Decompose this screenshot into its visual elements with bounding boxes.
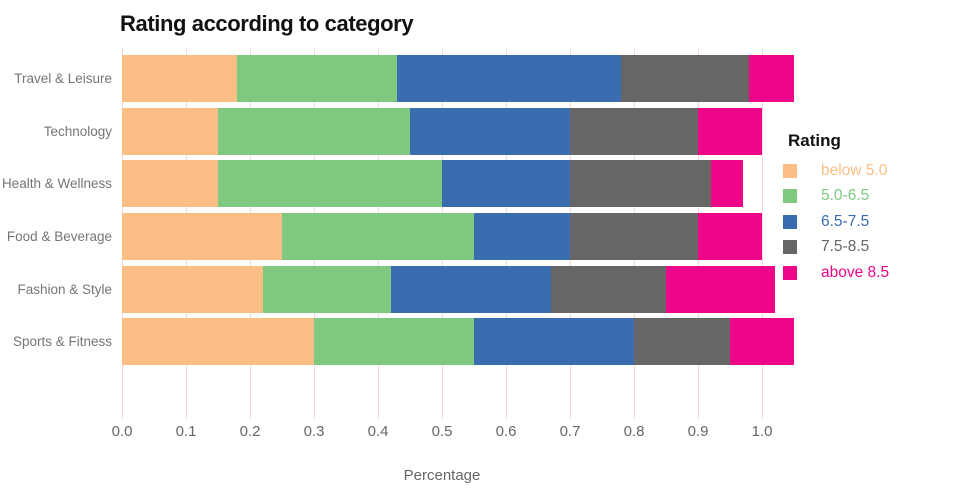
bar-segment (122, 107, 218, 155)
bar-segment (550, 265, 666, 313)
legend-item-label: above 8.5 (821, 263, 890, 281)
bar-segment (122, 55, 238, 102)
chart-title: Rating according to category (120, 11, 414, 36)
category-label: Travel & Leisure (14, 71, 112, 86)
legend-swatch (783, 189, 797, 204)
x-tick-label: 0.1 (175, 423, 197, 440)
bar-segment (262, 265, 391, 313)
legend-item-label: 5.0-6.5 (821, 187, 870, 205)
category-label: Food & Beverage (6, 228, 112, 244)
bar-segment (621, 55, 750, 102)
bar-segment (390, 265, 551, 313)
bar-segment (442, 160, 570, 208)
bar-segment (570, 212, 698, 260)
gridline (762, 48, 763, 418)
bar-segment (218, 107, 410, 155)
bar-segment (666, 265, 775, 313)
bar-segment (237, 55, 398, 102)
category-label: Fashion & Style (17, 281, 112, 297)
legend-item-label: below 5.0 (821, 162, 888, 179)
bar-segment (122, 265, 263, 313)
category-label: Health & Wellness (1, 176, 112, 192)
bar-segment (730, 318, 794, 366)
bar-segment (698, 107, 762, 155)
legend-items: below 5.0 5.0-6.5 6.5-7.5 7.5-8.5 above 8.5 (779, 158, 960, 285)
x-tick-label: 0.4 (367, 423, 389, 440)
legend-item: 7.5-8.5 (779, 234, 960, 259)
legend-swatch (783, 265, 797, 280)
x-tick-label: 1.0 (751, 423, 773, 440)
x-tick-label: 0.3 (303, 423, 325, 440)
bar-segment (122, 212, 282, 260)
x-tick-label: 0.7 (559, 423, 581, 440)
category-label: Technology (43, 123, 112, 139)
bar-segment (698, 212, 762, 260)
bar-segment (282, 212, 474, 260)
bar-segment (474, 212, 570, 260)
bar-segment (122, 318, 314, 366)
bar-segment (314, 318, 474, 366)
x-tick-label: 0.2 (239, 423, 261, 440)
legend-item: above 8.5 (779, 260, 960, 285)
bar-segment (122, 160, 218, 208)
bar-segment (634, 318, 730, 366)
legend-swatch (783, 164, 797, 178)
bar-segment (397, 55, 622, 102)
bar-segment (570, 107, 698, 155)
x-tick-label: 0.5 (431, 423, 453, 440)
legend-item-label: 7.5-8.5 (821, 238, 870, 256)
x-tick-label: 0.8 (623, 423, 645, 440)
bar-segment (710, 160, 743, 208)
legend-item: 5.0-6.5 (779, 183, 960, 208)
category-label: Sports & Fitness (12, 334, 112, 350)
bar-segment (410, 107, 570, 155)
x-tick-label: 0.0 (111, 423, 133, 440)
legend-item-label: 6.5-7.5 (821, 212, 870, 230)
x-tick-label: 0.9 (687, 423, 709, 440)
legend-swatch (783, 240, 797, 255)
legend-item: 6.5-7.5 (779, 209, 960, 234)
legend-swatch (783, 214, 797, 229)
bar-segment (570, 160, 711, 208)
bar-segment (218, 160, 442, 208)
legend-title: Rating (788, 131, 841, 150)
x-tick-label: 0.6 (495, 423, 517, 440)
x-axis-title: Percentage (403, 467, 481, 484)
legend-item: below 5.0 (779, 158, 960, 183)
bar-segment (474, 318, 634, 366)
bar-segment (749, 55, 794, 102)
